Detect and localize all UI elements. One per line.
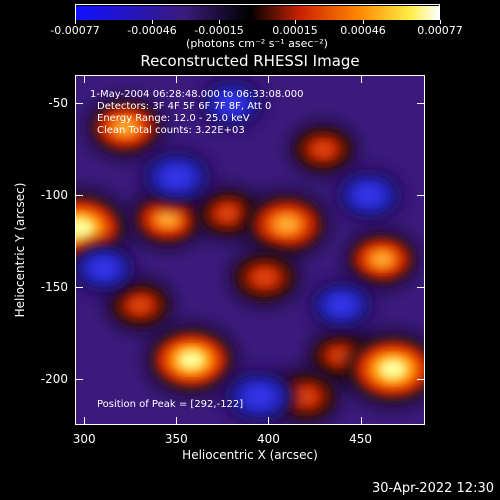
colorbar-tick-label: 0.00015 [272,24,318,37]
colorbar-tick-label: 0.00046 [340,24,386,37]
emission-blob [245,192,328,257]
x-tick-label: 300 [72,432,96,446]
colorbar-tick-label: -0.00015 [194,24,244,37]
y-tick [417,194,425,196]
colorbar-units: (photons cm⁻² s⁻¹ asec⁻²) [186,37,328,50]
y-tick-label: -200 [40,371,68,386]
x-axis-label: Heliocentric X (arcsec) [182,448,318,462]
colorbar-tick [75,20,76,24]
info-detectors: Detectors: 3F 4F 5F 6F 7F 8F, Att 0 [97,101,272,112]
y-tick [75,378,83,380]
colorbar-tick [363,20,364,24]
info-clean: Clean Total counts: 3.22E+03 [97,125,245,136]
y-tick [75,194,83,196]
info-time: 1-May-2004 06:28:48.000 to 06:33:08.000 [90,89,304,100]
colorbar-tick-label: -0.00046 [127,24,177,37]
y-tick [417,102,425,104]
plot-title: Reconstructed RHESSI Image [140,52,360,70]
timestamp: 30-Apr-2022 12:30 [372,481,494,496]
emission-blob [291,124,356,175]
y-tick [75,286,83,288]
emission-blob [88,98,163,157]
emission-blob [195,188,261,239]
colorbar-tick [219,20,220,24]
x-tick-label: 350 [164,432,188,446]
negative-blob [309,279,374,330]
negative-blob [199,78,264,129]
negative-blob [223,368,295,424]
emission-blob [107,279,173,330]
x-tick [84,75,86,83]
image-plot: 1-May-2004 06:28:48.000 to 06:33:08.000 … [75,75,425,425]
x-tick [176,75,178,83]
colorbar-tick [295,20,296,24]
colorbar-tick-label: 0.00077 [417,24,463,37]
emission-blob [230,251,299,304]
emission-blob [131,191,204,247]
x-tick-label: 400 [256,432,280,446]
emission-blob [346,332,424,406]
x-tick-label: 450 [349,432,372,446]
emission-blob [146,325,236,395]
colorbar-tick [440,20,441,24]
x-tick [176,417,178,425]
x-tick [360,75,362,83]
y-axis-label: Heliocentric Y (arcsec) [13,182,27,318]
y-tick-label: -50 [48,95,68,110]
y-tick-label: -150 [40,279,68,294]
info-energy: Energy Range: 12.0 - 25.0 keV [97,113,250,124]
colorbar-tick-label: -0.00077 [50,24,100,37]
negative-blob [335,168,403,222]
x-tick [360,417,362,425]
x-tick [268,417,270,425]
y-tick-label: -100 [40,187,68,202]
y-tick [417,378,425,380]
colorbar [75,4,440,20]
colorbar-tick [152,20,153,24]
heatmap [76,76,424,424]
info-peak: Position of Peak = [292,-122] [97,399,244,410]
y-tick [75,102,83,104]
negative-blob [141,149,213,205]
emission-blob [346,231,418,287]
x-tick [84,417,86,425]
x-tick [268,75,270,83]
negative-blob [76,243,136,294]
y-tick [417,286,425,288]
colorbar-gradient [76,6,439,20]
